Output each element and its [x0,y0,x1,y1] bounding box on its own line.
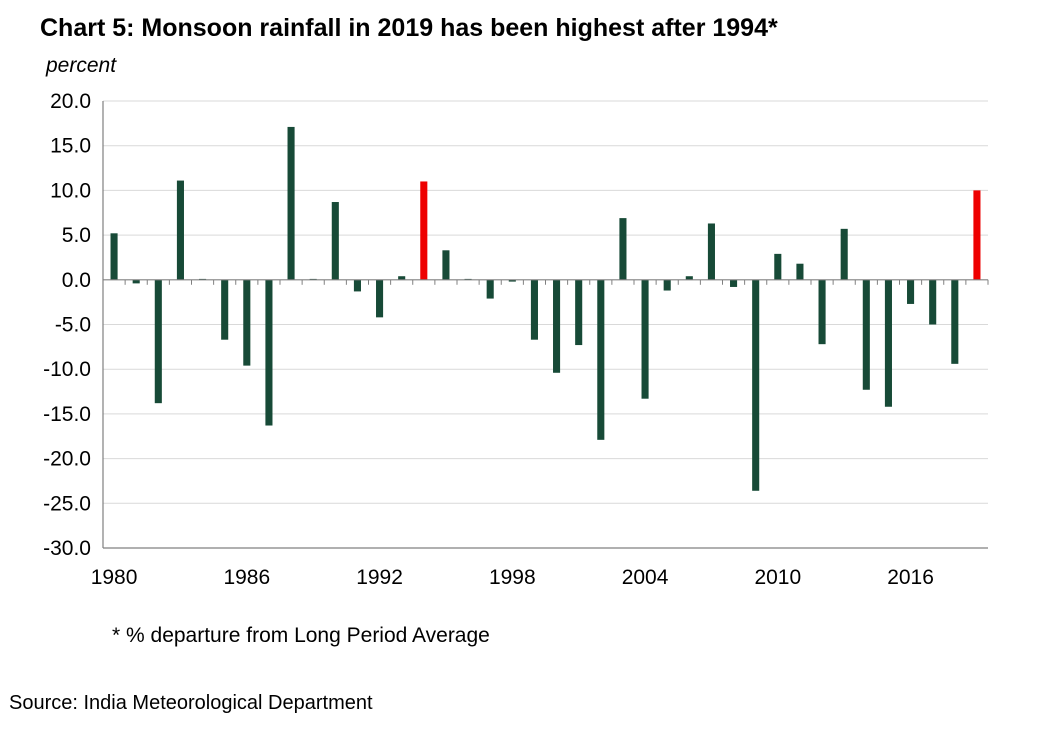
bar-2005 [663,279,671,291]
bar-1997 [486,279,494,299]
bar-2011 [796,263,804,280]
bar-1990 [331,202,339,280]
bar-2007 [707,223,715,280]
bar-2004 [641,279,649,399]
bar-1994 [420,181,428,280]
gridlines [103,100,988,549]
bar-2017 [929,279,937,325]
x-tick-label: 1986 [223,566,270,589]
bar-2008 [730,279,738,287]
bar-2015 [884,279,892,407]
source-note: Source: India Meteorological Department [9,692,373,714]
bar-2003 [619,218,627,280]
x-tick-label: 2004 [622,566,669,589]
bar-1995 [442,250,450,280]
bar-1998 [508,279,516,282]
x-tick-label: 2010 [754,566,801,589]
bar-1983 [176,180,184,280]
axes [102,101,989,549]
x-tick-label: 1980 [91,566,138,589]
bar-2002 [597,279,605,440]
y-axis-unit-label: percent [46,54,117,77]
y-tick-label: 5.0 [62,224,91,247]
bar-1993 [398,276,406,280]
y-tick-label: -15.0 [43,403,91,426]
bar-2016 [907,279,915,304]
bar-1991 [353,279,361,292]
bar-2009 [752,279,760,491]
bar-2010 [774,253,782,280]
bar-1982 [154,279,162,404]
x-tick-labels: 1980 1986 1992 1998 2004 2010 2016 [91,566,934,589]
bar-1985 [221,279,229,340]
bar-2013 [840,228,848,280]
y-tick-label: 10.0 [50,179,91,202]
bar-2000 [553,279,561,373]
chart-title: Chart 5: Monsoon rainfall in 2019 has be… [40,14,778,42]
bar-1986 [243,279,251,366]
y-tick-label: -30.0 [43,537,91,560]
bar-2019 [973,190,981,280]
bar-1992 [376,279,384,318]
y-tick-label: -20.0 [43,448,91,471]
bar-2018 [951,279,959,364]
bar-1988 [287,126,295,280]
x-tick-label: 1998 [489,566,536,589]
y-tick-labels: 20.0 15.0 10.0 5.0 0.0 -5.0 -10.0 -15.0 -20.0 -25… [43,90,91,560]
y-tick-label: 0.0 [62,269,91,292]
bar-2014 [862,279,870,390]
bar-2001 [575,279,583,346]
y-tick-label: -5.0 [55,314,91,337]
y-tick-label: 20.0 [50,90,91,113]
footnote: * % departure from Long Period Average [112,624,490,647]
bar-2006 [685,276,693,280]
bar-1999 [530,279,538,340]
bar-1987 [265,279,273,426]
bar-1981 [132,279,140,284]
bar-1980 [110,233,118,280]
bar-2012 [818,279,826,345]
x-tick-label: 1992 [356,566,403,589]
y-tick-label: -10.0 [43,358,91,381]
y-tick-label: -25.0 [43,492,91,515]
bars [110,126,981,491]
x-tick-label: 2016 [887,566,934,589]
y-tick-label: 15.0 [50,135,91,158]
